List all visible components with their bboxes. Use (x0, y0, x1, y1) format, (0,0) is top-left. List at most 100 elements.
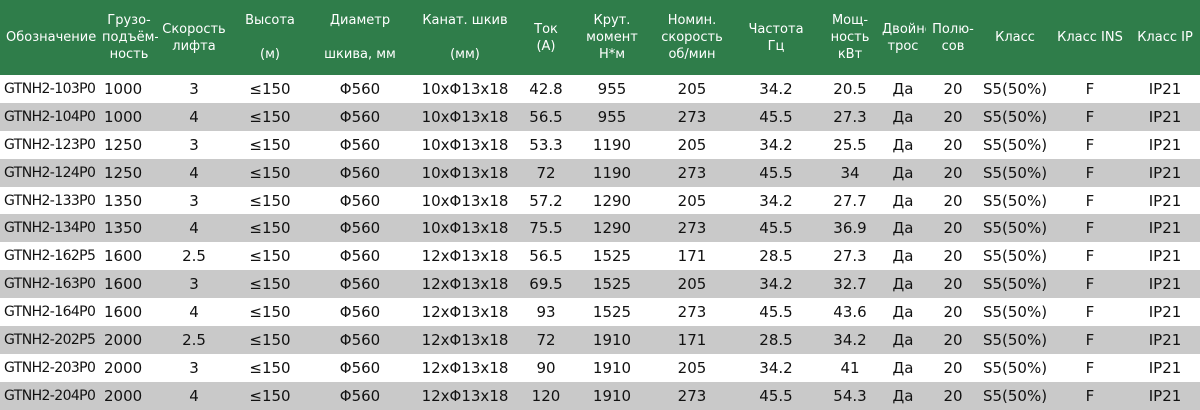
table-cell: IP21 (1130, 353, 1200, 382)
model-designation-cell: GTNH2-163P0 (0, 270, 100, 299)
table-cell: Да (880, 381, 926, 410)
model-designation-cell: GTNH2-104P0 (0, 102, 100, 131)
table-cell: 1000 (100, 102, 158, 131)
table-cell: F (1050, 102, 1130, 131)
table-cell: F (1050, 158, 1130, 187)
column-header: Класс INS (1050, 0, 1130, 75)
table-cell: 273 (652, 102, 732, 131)
table-cell: Φ560 (310, 270, 410, 299)
table-cell: 4 (158, 214, 230, 243)
table-cell: 120 (520, 381, 572, 410)
model-designation-cell: GTNH2-123P0 (0, 130, 100, 159)
table-cell: 32.7 (820, 270, 880, 299)
table-row: GTNH2-164P0 1600 4 ≤150 Φ560 12xΦ13x18 93 1525 2… (0, 298, 1200, 327)
table-cell: Да (880, 242, 926, 271)
table-cell: IP21 (1130, 381, 1200, 410)
table-row: GTNH2-123P0 1250 3 ≤150 Φ560 10xΦ13x18 53.3 119… (0, 130, 1200, 159)
table-cell: Да (880, 298, 926, 327)
table-cell: ≤150 (230, 242, 310, 271)
table-cell: ≤150 (230, 270, 310, 299)
table-body: GTNH2-103P0 1000 3 ≤150 Φ560 10xΦ13x18 42.8 955… (0, 75, 1200, 410)
column-header: Диаметр шкива, мм (310, 0, 410, 75)
table-cell: 1525 (572, 242, 652, 271)
column-header: Частота Гц (732, 0, 820, 75)
table-row: GTNH2-124P0 1250 4 ≤150 Φ560 10xΦ13x18 72 1190 2… (0, 158, 1200, 187)
column-header: Двойной трос (880, 0, 926, 75)
column-header: Канат. шкив (мм) (410, 0, 520, 75)
table-cell: 3 (158, 75, 230, 103)
table-cell: ≤150 (230, 381, 310, 410)
table-cell: 45.5 (732, 381, 820, 410)
table-cell: 75.5 (520, 214, 572, 243)
table-cell: ≤150 (230, 214, 310, 243)
model-designation-cell: GTNH2-204P0 (0, 381, 100, 410)
table-cell: IP21 (1130, 298, 1200, 327)
table-cell: 20.5 (820, 75, 880, 103)
table-cell: 273 (652, 381, 732, 410)
table-cell: S5(50%) (980, 130, 1050, 159)
table-cell: S5(50%) (980, 158, 1050, 187)
table-cell: IP21 (1130, 270, 1200, 299)
table-cell: 12xΦ13x18 (410, 326, 520, 354)
table-cell: Да (880, 130, 926, 159)
table-cell: F (1050, 326, 1130, 354)
table-cell: IP21 (1130, 186, 1200, 215)
table-cell: IP21 (1130, 102, 1200, 131)
column-header: Ток (А) (520, 0, 572, 75)
table-cell: ≤150 (230, 102, 310, 131)
table-row: GTNH2-103P0 1000 3 ≤150 Φ560 10xΦ13x18 42.8 955… (0, 75, 1200, 103)
table-cell: Φ560 (310, 242, 410, 271)
table-cell: Φ560 (310, 214, 410, 243)
column-header: Класс (980, 0, 1050, 75)
table-cell: F (1050, 186, 1130, 215)
table-row: GTNH2-162P5 1600 2.5 ≤150 Φ560 12xΦ13x18 56.5 1… (0, 242, 1200, 271)
table-cell: 1910 (572, 381, 652, 410)
model-designation-cell: GTNH2-103P0 (0, 75, 100, 103)
table-cell: IP21 (1130, 326, 1200, 354)
table-cell: 20 (926, 270, 980, 299)
table-cell: 69.5 (520, 270, 572, 299)
table-header: Обозначение Грузо- подъём- ность Скорость … (0, 0, 1200, 75)
table-cell: 10xΦ13x18 (410, 130, 520, 159)
table-cell: 27.7 (820, 186, 880, 215)
table-cell: Φ560 (310, 381, 410, 410)
table-cell: 273 (652, 298, 732, 327)
table-cell: 43.6 (820, 298, 880, 327)
table-cell: S5(50%) (980, 75, 1050, 103)
table-cell: 72 (520, 326, 572, 354)
table-cell: 4 (158, 381, 230, 410)
table-cell: 54.3 (820, 381, 880, 410)
table-cell: 1600 (100, 242, 158, 271)
table-cell: S5(50%) (980, 353, 1050, 382)
table-cell: Φ560 (310, 326, 410, 354)
table-cell: 28.5 (732, 242, 820, 271)
table-cell: 1250 (100, 158, 158, 187)
table-cell: 273 (652, 158, 732, 187)
table-cell: 10xΦ13x18 (410, 214, 520, 243)
table-cell: Φ560 (310, 298, 410, 327)
table-row: GTNH2-104P0 1000 4 ≤150 Φ560 10xΦ13x18 56.5 955… (0, 102, 1200, 131)
table-cell: 3 (158, 270, 230, 299)
table-cell: 1190 (572, 158, 652, 187)
table-cell: 34.2 (820, 326, 880, 354)
table-cell: F (1050, 381, 1130, 410)
table-cell: 34.2 (732, 75, 820, 103)
table-cell: ≤150 (230, 298, 310, 327)
column-header: Грузо- подъём- ность (100, 0, 158, 75)
table-cell: 12xΦ13x18 (410, 242, 520, 271)
table-cell: 56.5 (520, 242, 572, 271)
table-cell: IP21 (1130, 130, 1200, 159)
table-cell: 3 (158, 130, 230, 159)
table-cell: F (1050, 242, 1130, 271)
model-designation-cell: GTNH2-133P0 (0, 186, 100, 215)
table-row: GTNH2-134P0 1350 4 ≤150 Φ560 10xΦ13x18 75.5 129… (0, 214, 1200, 243)
table-cell: 93 (520, 298, 572, 327)
table-cell: 205 (652, 186, 732, 215)
table-cell: 10xΦ13x18 (410, 75, 520, 103)
table-cell: 34.2 (732, 270, 820, 299)
table-cell: 20 (926, 381, 980, 410)
table-cell: 1525 (572, 298, 652, 327)
table-cell: IP21 (1130, 158, 1200, 187)
table-cell: 28.5 (732, 326, 820, 354)
table-cell: 20 (926, 242, 980, 271)
